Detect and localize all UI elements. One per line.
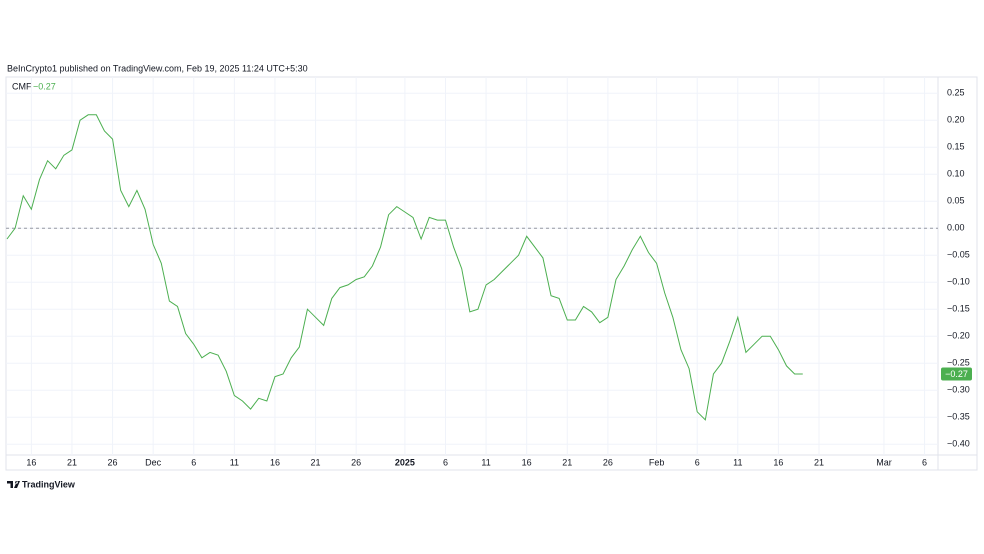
x-tick-label: Feb [649,457,665,467]
x-tick-label: 16 [522,457,532,467]
chart-title: BeInCrypto1 published on TradingView.com… [7,63,308,73]
y-tick-label: 0.25 [947,88,965,98]
y-tick-label: −0.05 [947,250,970,260]
x-tick-label: 11 [481,457,490,467]
y-tick-label: −0.30 [947,385,970,395]
y-tick-label: 0.10 [947,169,965,179]
y-tick-label: −0.15 [947,304,970,314]
x-tick-label: 11 [733,457,742,467]
x-tick-label: 26 [108,457,118,467]
x-tick-label: 2025 [395,457,415,467]
x-tick-label: 21 [814,457,824,467]
tradingview-logo [7,481,20,488]
x-tick-label: Dec [145,457,162,467]
y-tick-label: −0.20 [947,331,970,341]
chart-frame [5,76,978,471]
x-tick-label: 6 [191,457,196,467]
cmf-line [6,114,803,421]
x-tick-label: 21 [67,457,77,467]
price-badge-label: −0.27 [945,369,968,379]
x-tick-label: 21 [311,457,321,467]
y-tick-label: 0.20 [947,115,965,125]
x-tick-label: 6 [443,457,448,467]
x-tick-label: 6 [922,457,927,467]
y-tick-label: −0.10 [947,277,970,287]
x-tick-label: 26 [351,457,361,467]
y-tick-label: 0.15 [947,142,965,152]
x-tick-label: 11 [230,457,239,467]
y-tick-label: −0.35 [947,412,970,422]
price-badge [941,367,972,381]
y-tick-label: 0.00 [947,223,965,233]
source: TradingView [22,479,76,489]
x-tick-label: 21 [562,457,572,467]
y-tick-label: −0.40 [947,439,970,449]
x-tick-label: 16 [773,457,783,467]
legend-value: −0.27 [33,81,56,91]
y-tick-label: 0.05 [947,196,965,206]
legend-name: CMF [12,81,32,91]
x-tick-label: 16 [26,457,36,467]
x-tick-label: 26 [603,457,613,467]
x-tick-label: 6 [695,457,700,467]
x-tick-label: 16 [270,457,280,467]
y-tick-label: −0.25 [947,358,970,368]
x-tick-label: Mar [876,457,892,467]
